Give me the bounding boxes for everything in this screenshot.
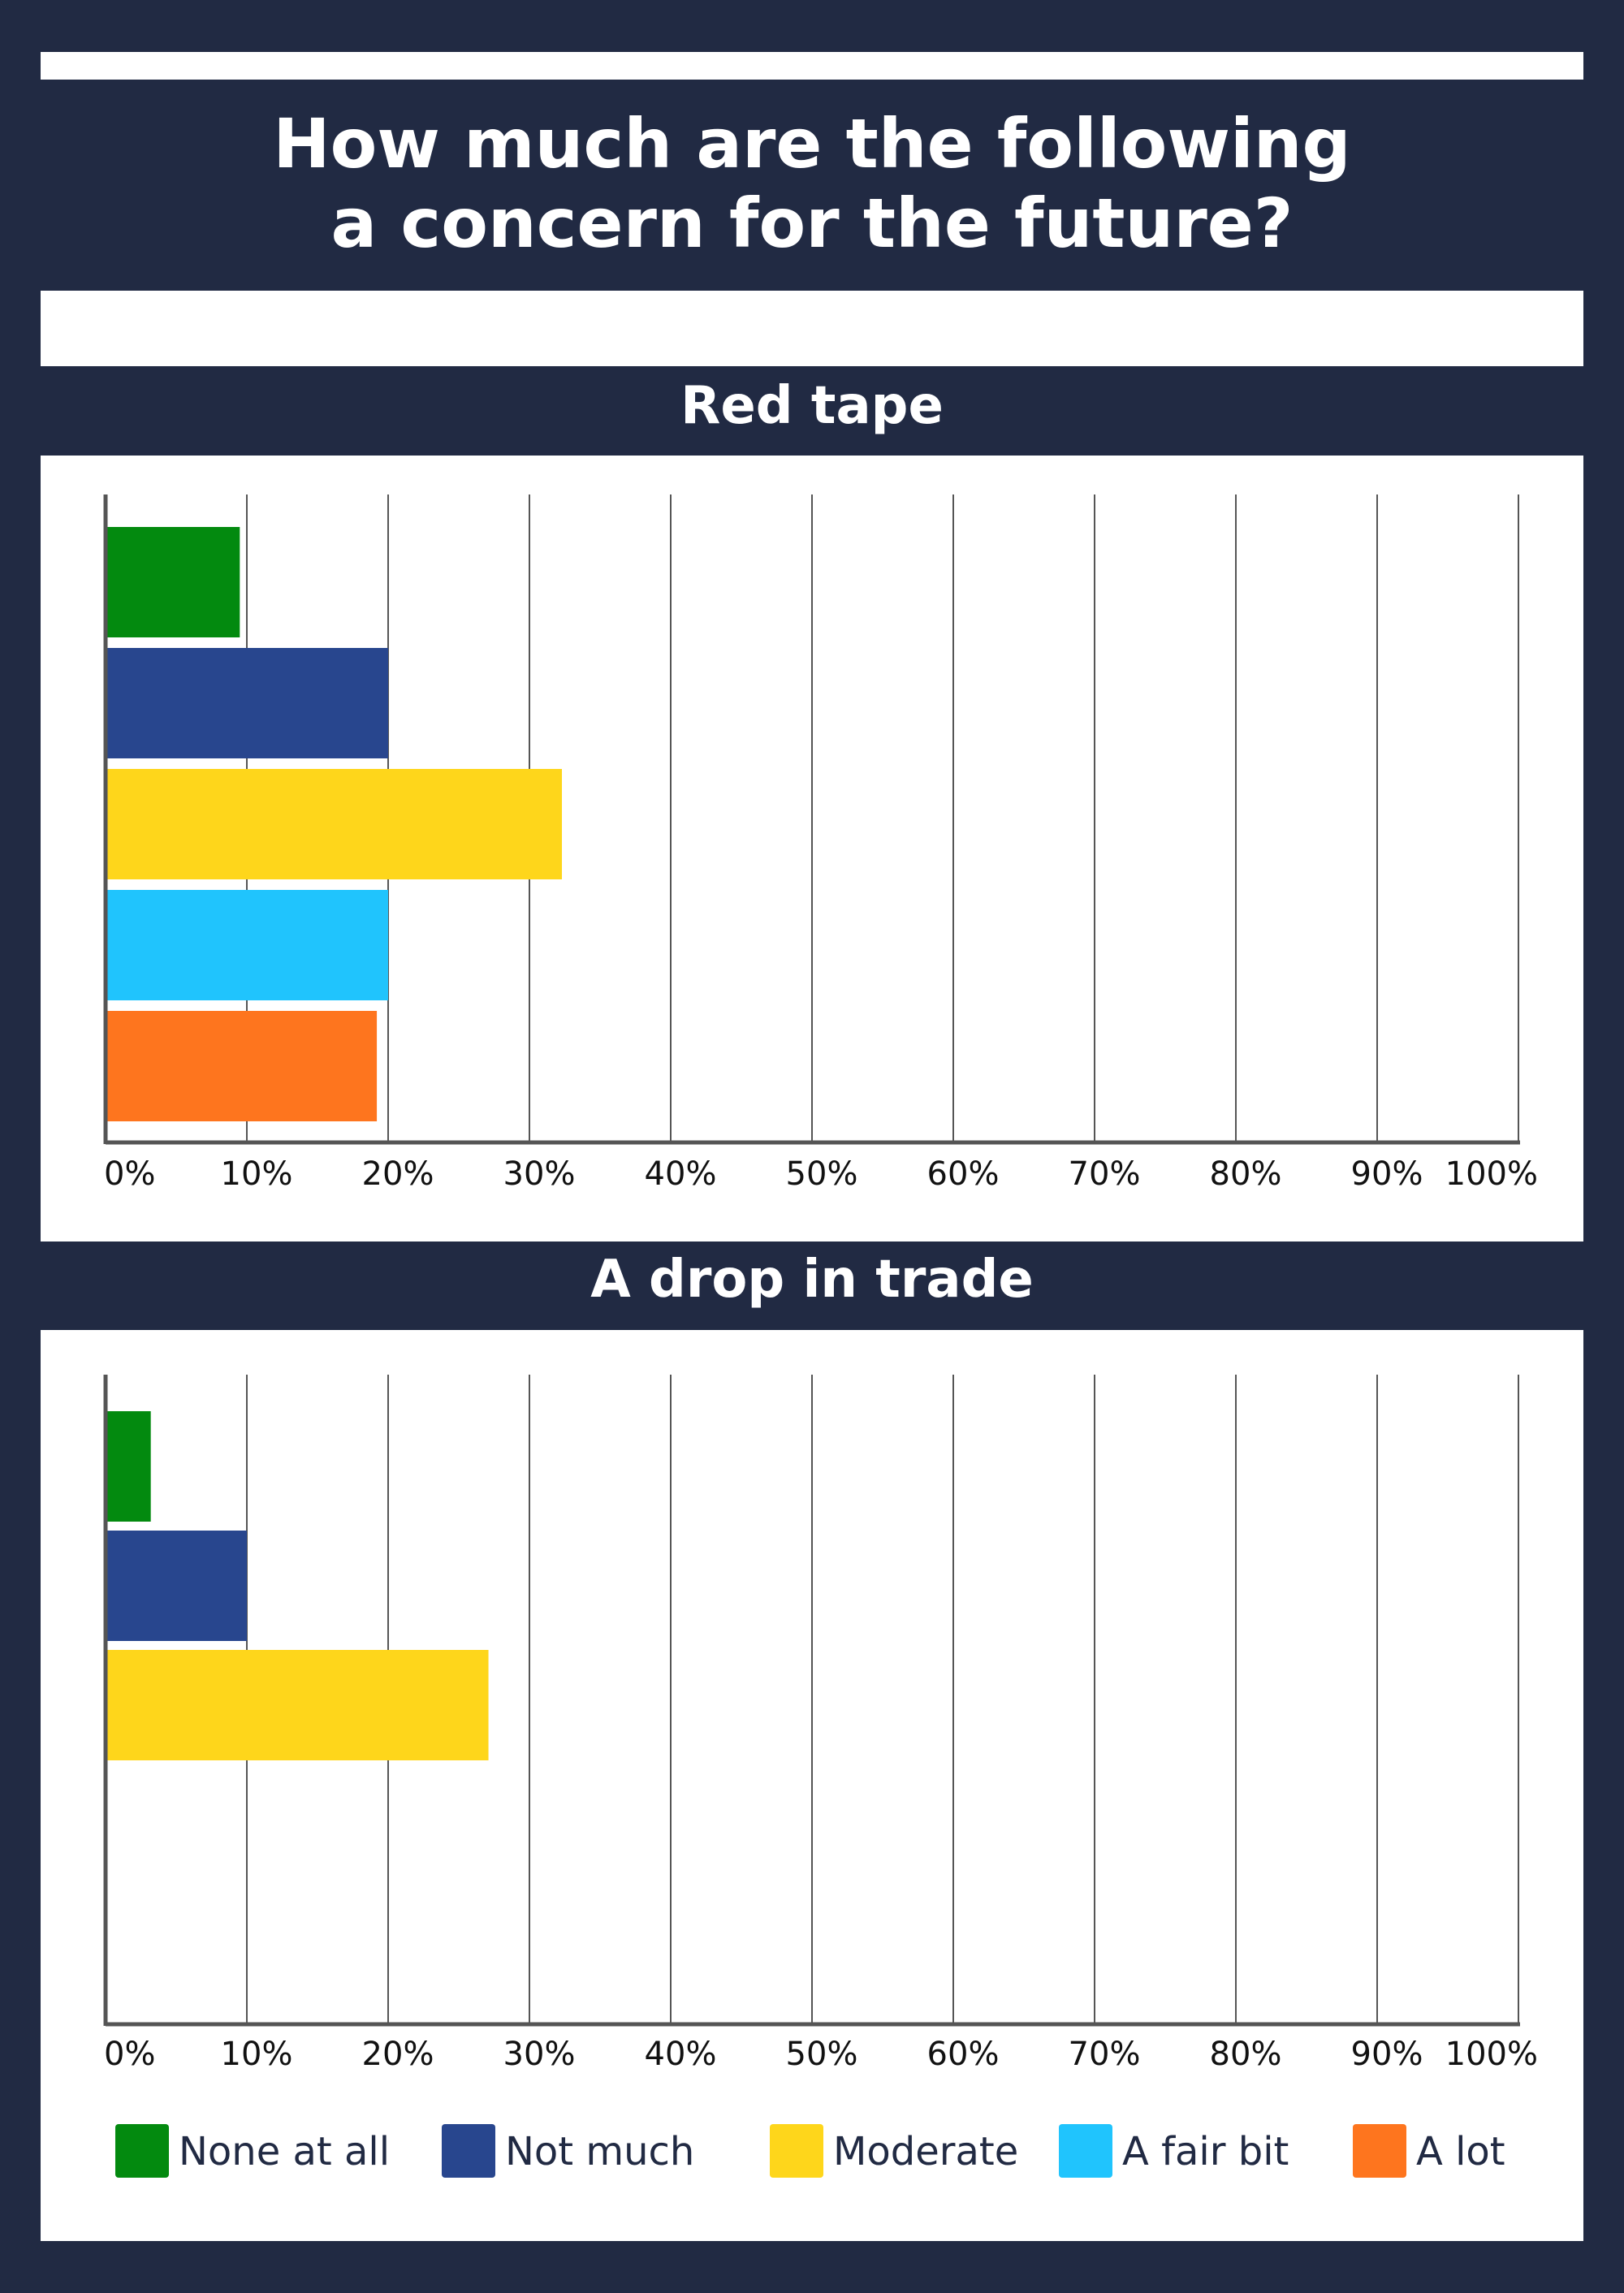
x-tick-label-40: 40%: [645, 2036, 717, 2073]
x-tick-label-60: 60%: [927, 2036, 1000, 2073]
chart-title-red-tape: Red tape: [680, 376, 944, 436]
x-tick-label-30: 30%: [503, 1155, 576, 1193]
x-tick-label-100: 100%: [1445, 1155, 1538, 1193]
title-line-2: a concern for the future?: [330, 184, 1294, 263]
legend-swatch-moderate: [770, 2124, 823, 2178]
x-tick-label-70: 70%: [1069, 2036, 1141, 2073]
x-tick-label-90: 90%: [1351, 2036, 1423, 2073]
x-tick-label-30: 30%: [503, 2036, 576, 2073]
x-tick-label-60: 60%: [927, 1155, 1000, 1193]
bar-none-at-all: [107, 527, 240, 637]
legend-label-a-fair-bit: A fair bit: [1122, 2129, 1289, 2174]
x-tick-label-10: 10%: [221, 2036, 293, 2073]
x-tick-label-40: 40%: [645, 1155, 717, 1193]
divider-banner-strip: [41, 291, 1583, 366]
legend-swatch-a-lot: [1353, 2124, 1406, 2178]
x-tick-label-100: 100%: [1445, 2036, 1538, 2073]
x-tick-label-80: 80%: [1210, 2036, 1282, 2073]
page-title: How much are the following a concern for…: [41, 104, 1583, 263]
x-tick-label-20: 20%: [362, 1155, 434, 1193]
x-tick-label-70: 70%: [1069, 1155, 1141, 1193]
bar-none-at-all: [107, 1411, 151, 1522]
legend: None at all Not much Moderate A fair bit…: [41, 2101, 1583, 2199]
bar-a-lot: [107, 1011, 378, 1121]
chart-red-tape: 0% 10% 20% 30% 40% 50% 60% 70% 80% 90% 100%: [103, 494, 1538, 1193]
x-tick-label-80: 80%: [1210, 1155, 1282, 1193]
bar-a-fair-bit: [107, 890, 388, 1000]
x-tick-label-20: 20%: [362, 2036, 434, 2073]
legend-swatch-a-fair-bit: [1059, 2124, 1112, 2178]
chart-title-drop-in-trade: A drop in trade: [590, 1250, 1034, 1310]
legend-swatch-none-at-all: [115, 2124, 169, 2178]
chart-panel-drop-in-trade: 0% 10% 20% 30% 40% 50% 60% 70% 80% 90% 100% None a…: [41, 1330, 1583, 2241]
x-tick-label-10: 10%: [221, 1155, 293, 1193]
legend-swatch-not-much: [442, 2124, 495, 2178]
bar-not-much: [107, 1531, 247, 1641]
legend-label-a-lot: A lot: [1416, 2129, 1505, 2174]
top-banner-strip: [41, 52, 1583, 80]
legend-label-moderate: Moderate: [833, 2129, 1019, 2174]
legend-label-not-much: Not much: [505, 2129, 695, 2174]
x-tick-label-0: 0%: [104, 1155, 155, 1193]
bar-not-much: [107, 648, 388, 758]
chart-panel-red-tape: 0% 10% 20% 30% 40% 50% 60% 70% 80% 90% 100%: [41, 456, 1583, 1242]
x-tick-label-50: 50%: [786, 2036, 858, 2073]
title-line-1: How much are the following: [273, 104, 1351, 184]
x-tick-label-0: 0%: [104, 2036, 155, 2073]
bar-moderate: [107, 769, 563, 879]
bar-moderate: [107, 1650, 489, 1760]
legend-label-none-at-all: None at all: [179, 2129, 391, 2174]
chart-drop-in-trade: 0% 10% 20% 30% 40% 50% 60% 70% 80% 90% 100%: [103, 1375, 1538, 2073]
x-tick-label-90: 90%: [1351, 1155, 1423, 1193]
x-tick-label-50: 50%: [786, 1155, 858, 1193]
